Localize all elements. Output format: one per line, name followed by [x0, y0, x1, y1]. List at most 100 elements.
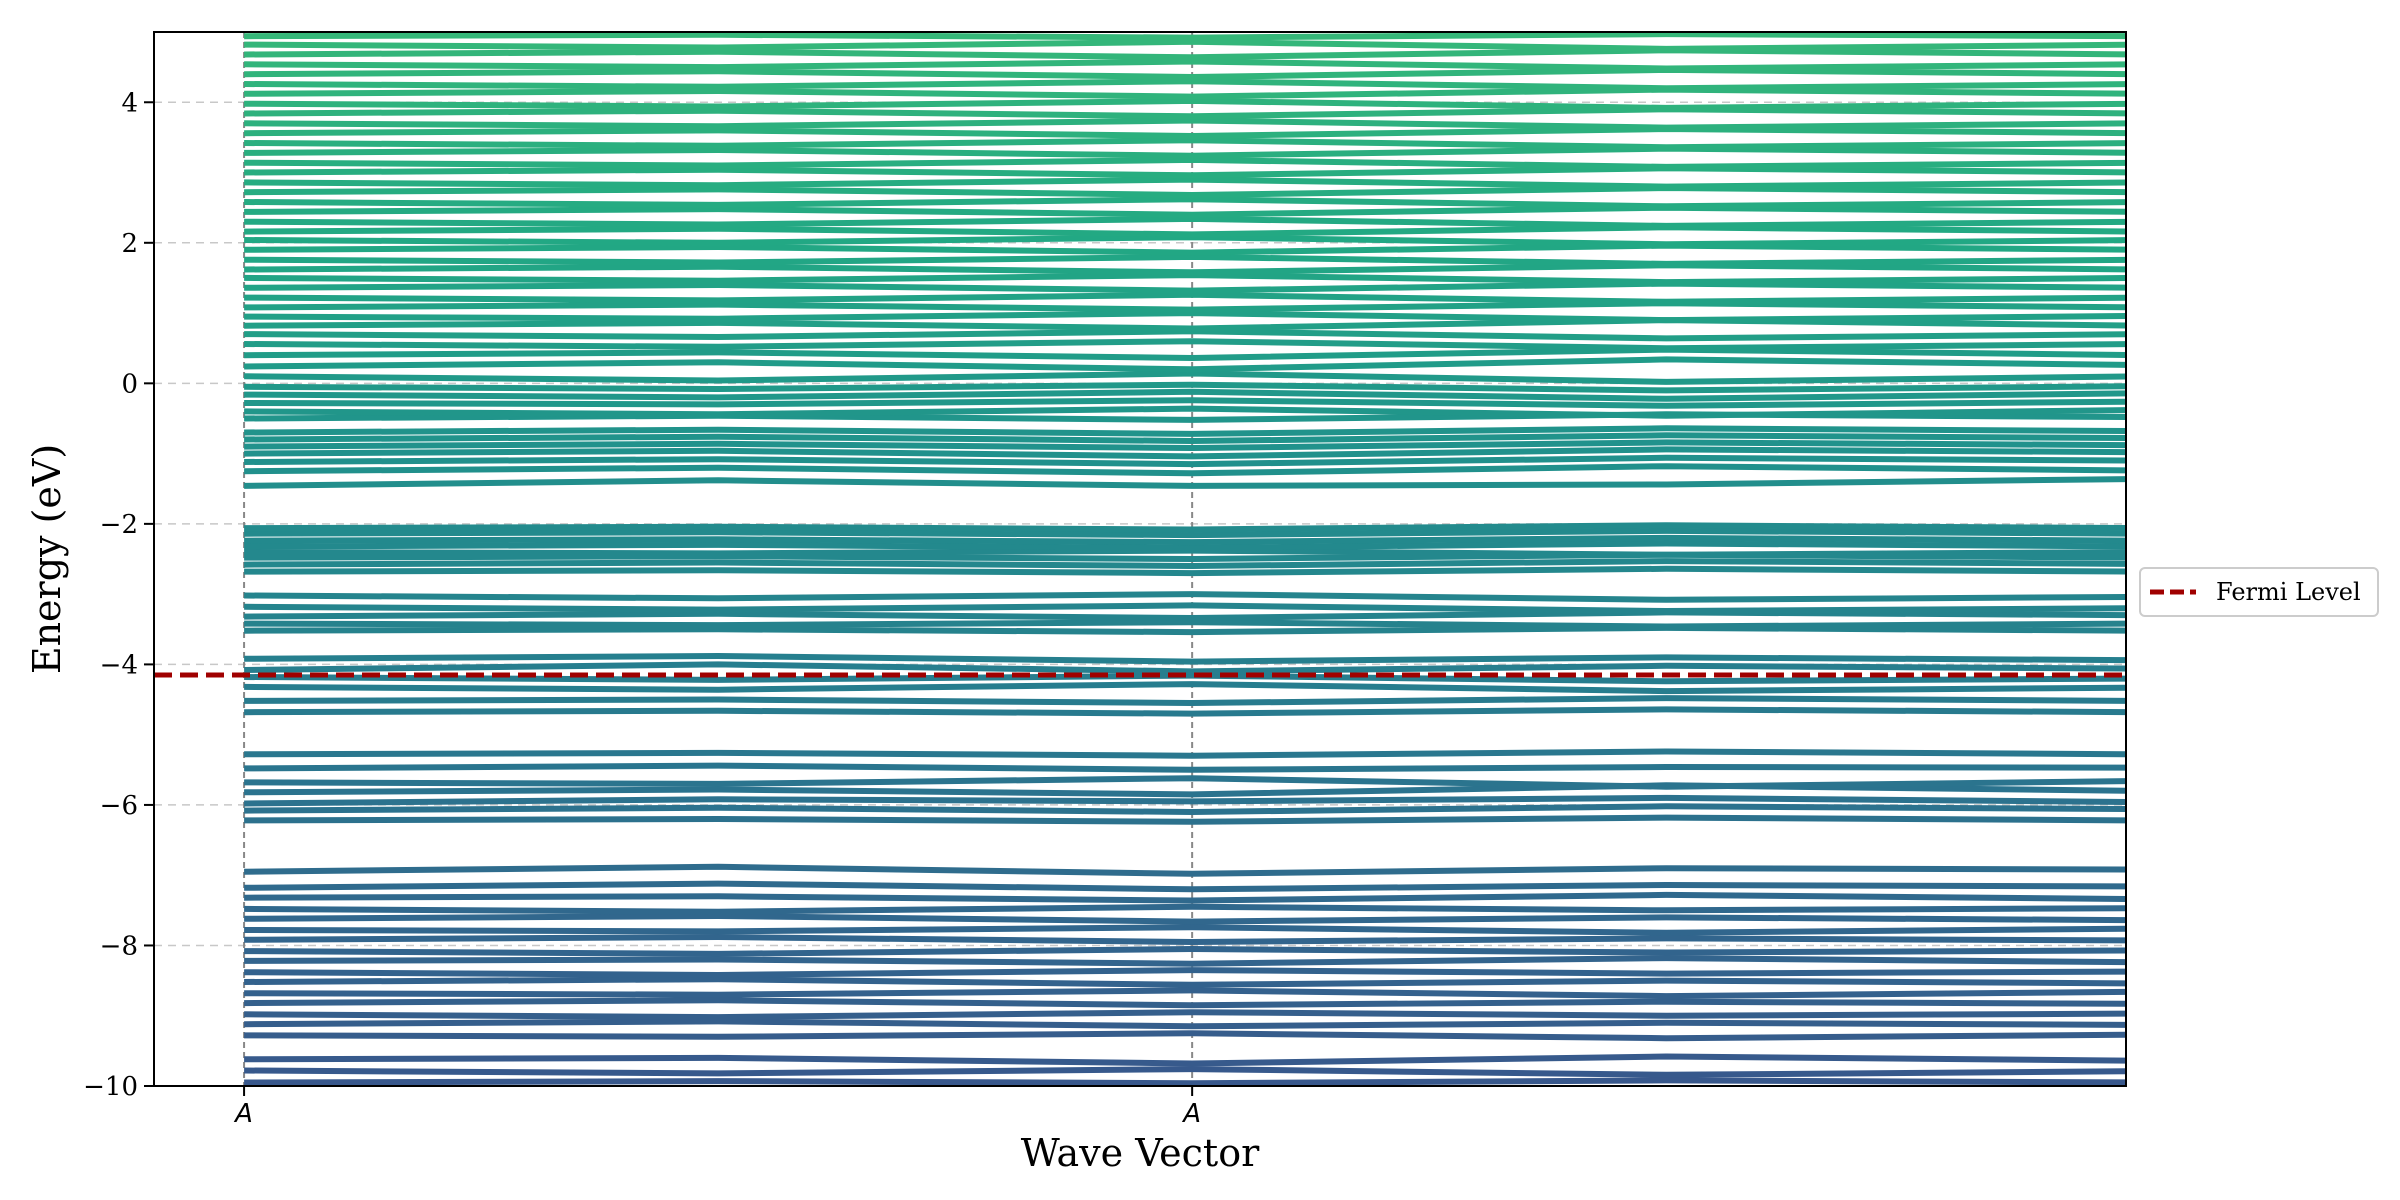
band-line: [244, 439, 2126, 451]
band-line: [244, 185, 2126, 198]
band-line: [244, 86, 2126, 100]
y-axis-ticks: −10 −8 −6 −4 −2 0 2 4: [83, 88, 154, 1102]
band-line: [244, 913, 2126, 925]
band-line: [244, 38, 2126, 52]
band-line: [244, 695, 2126, 706]
band-line: [244, 794, 2126, 807]
bands: [244, 32, 2126, 1086]
band-line: [244, 262, 2126, 276]
band-line: [244, 661, 2126, 675]
band-line: [244, 748, 2126, 759]
legend-box: [2139, 567, 2379, 617]
band-line: [244, 405, 2126, 419]
band-line: [244, 176, 2126, 190]
band-line: [244, 540, 2126, 551]
band-line: [244, 317, 2126, 332]
band-line: [244, 619, 2126, 630]
band-line: [244, 565, 2126, 577]
band-line: [244, 165, 2126, 179]
band-line: [244, 880, 2126, 893]
x-tick-label: A: [1181, 1099, 1201, 1129]
y-tick-label: −10: [83, 1072, 138, 1102]
y-tick-label: −2: [100, 510, 138, 540]
y-axis-title: Energy (eV): [25, 444, 69, 674]
band-line: [244, 624, 2126, 636]
band-line: [244, 803, 2126, 815]
band-line: [244, 1053, 2126, 1067]
band-line: [244, 204, 2126, 218]
band-line: [244, 272, 2126, 286]
band-line: [244, 775, 2126, 790]
band-line: [244, 310, 2126, 324]
band-line: [244, 215, 2126, 229]
band-line: [244, 381, 2126, 394]
y-tick-label: 0: [121, 369, 138, 399]
band-line: [244, 706, 2126, 717]
band-line: [244, 558, 2126, 569]
band-line: [244, 338, 2126, 352]
legend: Fermi Level: [2139, 567, 2379, 617]
band-line: [244, 388, 2126, 402]
y-tick-label: −4: [100, 650, 138, 680]
band-line: [244, 446, 2126, 460]
band-line: [244, 987, 2126, 1000]
band-line: [244, 126, 2126, 139]
band-line: [244, 967, 2126, 978]
band-line: [244, 280, 2126, 294]
band-line: [244, 463, 2126, 477]
band-line: [244, 1077, 2126, 1086]
band-line: [244, 1009, 2126, 1021]
band-line: [244, 47, 2126, 61]
band-line: [244, 814, 2126, 825]
band-line: [244, 346, 2126, 361]
band-line: [244, 454, 2126, 468]
x-tick-label: A: [233, 1099, 253, 1129]
band-line: [244, 145, 2126, 159]
band-line: [244, 117, 2126, 131]
legend-fermi-label: Fermi Level: [2216, 578, 2361, 606]
band-line: [244, 242, 2126, 256]
band-line: [244, 997, 2126, 1009]
band-line: [244, 224, 2126, 238]
x-axis-title: Wave Vector: [1021, 1131, 1260, 1175]
band-line: [244, 891, 2126, 904]
band-line: [244, 976, 2126, 988]
plot-frame: [153, 31, 2127, 1087]
band-line: [244, 602, 2126, 614]
band-line: [244, 672, 2126, 685]
y-tick-label: 2: [121, 229, 138, 259]
band-line: [244, 1066, 2126, 1078]
band-line: [244, 527, 2126, 539]
band-line: [244, 476, 2126, 489]
band-line: [244, 253, 2126, 267]
band-line: [244, 356, 2126, 373]
band-line: [244, 97, 2126, 111]
band-line: [244, 534, 2126, 546]
band-line: [244, 370, 2126, 385]
band-line: [244, 903, 2126, 915]
band-line: [244, 946, 2126, 957]
y-tick-label: −6: [100, 791, 138, 821]
band-line: [244, 591, 2126, 603]
band-line: [244, 432, 2126, 444]
band-line: [244, 425, 2126, 437]
band-line: [244, 522, 2126, 533]
band-line: [244, 681, 2126, 695]
y-tick-label: −8: [100, 931, 138, 961]
band-line: [244, 196, 2126, 210]
band-line: [244, 609, 2126, 621]
band-line: [244, 955, 2126, 967]
band-line: [244, 863, 2126, 877]
band-line: [244, 137, 2126, 151]
band-line: [244, 1018, 2126, 1030]
band-line: [244, 106, 2126, 120]
band-line: [244, 924, 2126, 936]
band-line: [244, 78, 2126, 92]
band-line: [244, 291, 2126, 305]
band-line: [244, 32, 2126, 41]
band-line: [244, 762, 2126, 773]
band-line: [244, 66, 2126, 80]
band-line: [244, 934, 2126, 945]
